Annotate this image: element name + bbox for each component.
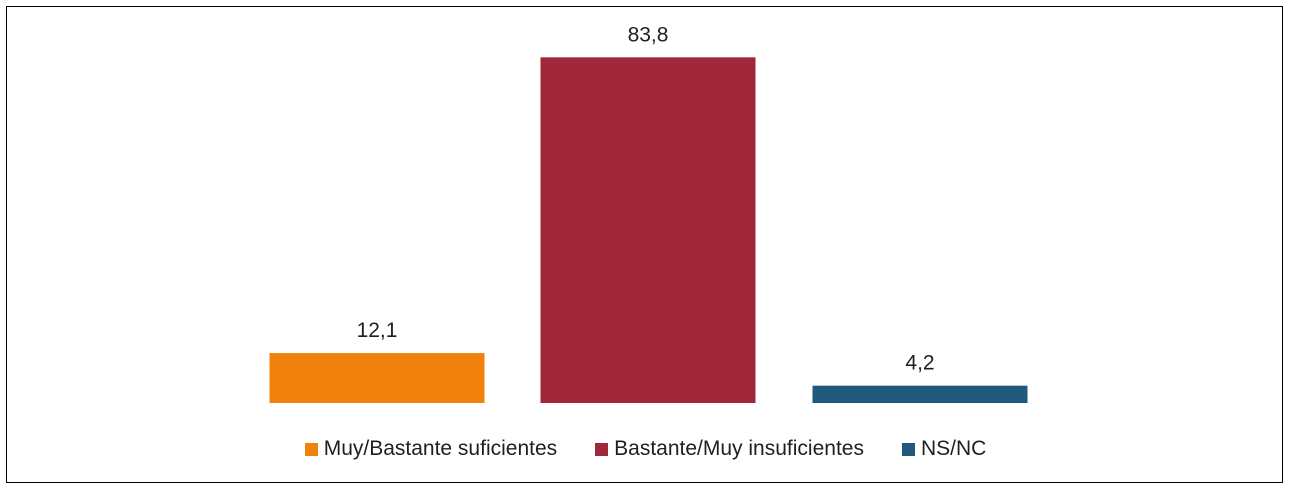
data-label-0: 12,1 — [357, 319, 398, 342]
legend-label: NS/NC — [920, 437, 987, 460]
bar-2 — [812, 385, 1028, 403]
bar-0 — [269, 353, 485, 403]
legend-swatch — [595, 442, 609, 456]
legend-label: Bastante/Muy insuficientes — [614, 437, 864, 460]
legend-swatch — [901, 442, 915, 456]
data-label-1: 83,8 — [628, 23, 669, 46]
legend-swatch — [304, 442, 318, 456]
legend-item-bastante-muy-insuficientes: Bastante/Muy insuficientes — [595, 437, 864, 461]
legend-label: Muy/Bastante suficientes — [323, 437, 558, 460]
bar-1 — [540, 57, 756, 403]
data-label-2: 4,2 — [905, 352, 934, 375]
legend-item-muy-bastante-suficientes: Muy/Bastante suficientes — [304, 437, 558, 461]
legend-item-ns-nc: NS/NC — [901, 437, 987, 461]
chart-legend: Muy/Bastante suficientes Bastante/Muy in… — [0, 437, 1291, 461]
